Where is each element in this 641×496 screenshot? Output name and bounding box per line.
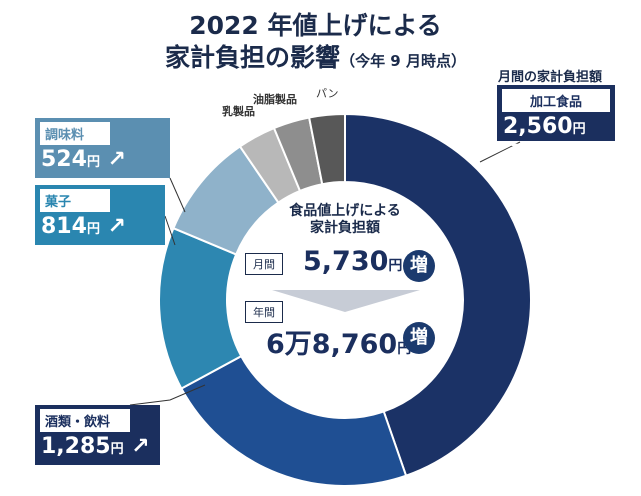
unit: 円 bbox=[572, 122, 586, 137]
increase-badge: 増 bbox=[403, 250, 435, 282]
label-sweets: 菓子 814円 ↗ bbox=[35, 185, 165, 245]
category-label: 調味料 bbox=[40, 122, 110, 145]
center-line-2: 家計負担額 bbox=[310, 220, 380, 236]
leader-line bbox=[169, 177, 186, 213]
monthly-tag: 月間 bbox=[245, 253, 283, 275]
label-processed-food: 加工食品 2,560円 ↗ bbox=[497, 85, 615, 164]
category-label: 菓子 bbox=[40, 189, 110, 212]
value-label: 2,560 bbox=[503, 114, 573, 139]
title-line-2: 家計負担の影響 bbox=[165, 43, 341, 72]
unit: 円 bbox=[110, 442, 124, 457]
category-label: 加工食品 bbox=[502, 89, 610, 112]
slice-6 bbox=[307, 112, 346, 186]
down-arrow bbox=[272, 290, 420, 312]
label-dairy: 乳製品 bbox=[222, 105, 255, 118]
leader-line bbox=[164, 215, 176, 246]
value-label: 1,285 bbox=[41, 434, 111, 459]
label-bread: パン bbox=[316, 87, 339, 100]
center-heading: 食品値上げによる 家計負担額 bbox=[255, 203, 435, 237]
label-oils: 油脂製品 bbox=[253, 93, 297, 106]
slice-0 bbox=[344, 112, 532, 477]
increase-badge: 増 bbox=[403, 322, 435, 354]
chart-title-2: 家計負担の影響（今年 9 月時点） bbox=[0, 38, 636, 74]
unit: 円 bbox=[86, 155, 100, 170]
monthly-total: 5,730円 bbox=[303, 246, 402, 277]
annual-value: 6万8,760 bbox=[266, 329, 398, 360]
category-label: 酒類・飲料 bbox=[40, 409, 130, 432]
value-label: 524 bbox=[41, 147, 87, 172]
chart-title: 2022 年値上げによる bbox=[189, 11, 442, 40]
leader-line bbox=[129, 384, 206, 406]
leader-line bbox=[479, 141, 521, 163]
annual-total: 6万8,760円 bbox=[266, 322, 411, 361]
legend-header: 月間の家計負担額 bbox=[498, 70, 603, 85]
subtitle: （今年 9 月時点） bbox=[340, 52, 466, 70]
center-line-1: 食品値上げによる bbox=[289, 203, 401, 219]
slice-1 bbox=[180, 354, 408, 487]
label-seasoning: 調味料 524円 ↗ bbox=[35, 118, 170, 178]
unit: 円 bbox=[388, 258, 403, 274]
value-label: 814 bbox=[41, 214, 87, 239]
annual-tag: 年間 bbox=[245, 301, 283, 323]
unit: 円 bbox=[86, 222, 100, 237]
monthly-value: 5,730 bbox=[303, 246, 389, 277]
label-alcohol-beverages: 酒類・飲料 1,285円 ↗ bbox=[35, 405, 160, 465]
